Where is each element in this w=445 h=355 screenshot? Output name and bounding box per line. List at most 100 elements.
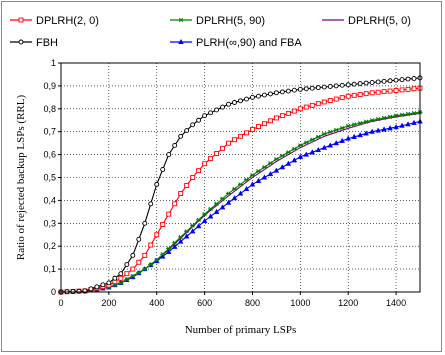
series-marker — [214, 107, 220, 113]
legend-item-plrh-90-and-fba: PLRH(∞,90) and FBA — [170, 37, 302, 49]
series-marker — [261, 121, 267, 127]
series-marker — [339, 82, 345, 88]
series-marker — [309, 149, 316, 155]
series-marker — [232, 137, 237, 143]
series-marker — [214, 201, 220, 206]
y-tick-label: 0,7 — [43, 127, 56, 137]
data-point — [250, 126, 255, 132]
series-marker — [387, 88, 393, 94]
series-marker — [309, 85, 315, 91]
series-marker — [255, 177, 262, 183]
series-marker — [333, 96, 339, 102]
series-marker — [375, 89, 381, 95]
data-point — [226, 140, 231, 146]
series-marker — [256, 93, 261, 99]
series-marker — [100, 282, 106, 288]
series-marker — [381, 126, 387, 132]
series-marker — [309, 137, 315, 142]
data-point — [118, 280, 124, 285]
legend-swatch-marker — [18, 39, 24, 45]
series-marker — [207, 213, 214, 219]
series-marker — [279, 113, 285, 119]
x-tick-label: 0 — [58, 298, 63, 308]
series-marker — [267, 170, 274, 177]
data-point — [250, 94, 255, 100]
series-marker — [220, 104, 226, 110]
series-marker — [136, 259, 142, 265]
x-tick-label: 200 — [101, 298, 116, 308]
data-point — [393, 88, 399, 93]
series-marker — [94, 284, 100, 290]
series-marker — [184, 229, 190, 234]
data-point — [118, 271, 124, 277]
data-point — [369, 128, 375, 134]
data-point — [178, 133, 184, 139]
series-marker — [291, 87, 297, 93]
data-point — [130, 252, 136, 258]
series-marker — [315, 146, 322, 153]
series-marker — [405, 121, 411, 127]
data-point — [273, 167, 280, 173]
series-marker — [315, 134, 321, 140]
data-point — [369, 118, 375, 123]
data-point — [249, 181, 256, 187]
y-tick-label: 0,2 — [43, 241, 56, 251]
data-point — [345, 135, 352, 141]
series-marker — [381, 89, 387, 95]
data-point — [202, 211, 208, 217]
data-point — [130, 273, 136, 279]
series-marker — [231, 194, 238, 201]
series-marker — [136, 270, 142, 275]
data-point — [165, 248, 172, 254]
series-marker — [327, 84, 333, 89]
y-tick-label: 0,4 — [43, 195, 56, 205]
data-point — [226, 191, 232, 196]
series-marker — [184, 183, 190, 188]
data-point — [166, 152, 172, 158]
series-marker — [411, 119, 417, 125]
data-point — [321, 131, 327, 137]
data-point — [177, 238, 184, 244]
data-point — [273, 90, 279, 96]
series-marker — [160, 167, 166, 172]
series-marker — [357, 132, 363, 138]
series-marker — [196, 168, 202, 174]
rrl-line-chart: DPLRH(2, 0) DPLRH(5, 90) DPLRH(5, 0) FBH PLR… — [10, 15, 423, 336]
legend-item-fbh: FBH — [10, 37, 58, 49]
series-marker — [327, 129, 333, 135]
series-marker — [267, 161, 273, 166]
series-marker — [363, 80, 369, 86]
x-tick-label: 600 — [197, 298, 212, 308]
series-marker — [279, 164, 286, 170]
legend-item-dplrh-5-0: DPLRH(5, 0) — [322, 15, 411, 27]
series-marker — [88, 286, 94, 292]
series-marker — [183, 233, 190, 239]
series-marker — [399, 77, 405, 83]
x-tick-label: 400 — [149, 298, 164, 308]
series-marker — [405, 86, 411, 92]
series-marker — [285, 160, 292, 166]
series-marker — [405, 76, 411, 82]
series-marker — [261, 165, 267, 170]
series-marker — [399, 122, 405, 128]
series-marker — [333, 127, 339, 133]
series-marker — [411, 110, 417, 116]
series-marker — [172, 240, 178, 245]
series-marker — [357, 120, 363, 126]
series-marker — [405, 111, 411, 117]
series-marker — [238, 182, 243, 187]
data-point — [297, 106, 303, 112]
legend-label: DPLRH(5, 90) — [196, 15, 265, 27]
y-tick-label: 0,1 — [43, 264, 56, 274]
legend-label: FBH — [36, 37, 58, 49]
series-marker — [232, 100, 237, 105]
data-point — [297, 153, 304, 159]
data-point — [190, 175, 196, 180]
legend-item-dplrh-2-0: DPLRH(2, 0) — [10, 15, 99, 27]
series-marker — [387, 125, 393, 131]
series-marker — [357, 92, 363, 97]
series-marker — [255, 124, 261, 129]
data-point — [273, 115, 279, 121]
series-marker — [208, 156, 214, 162]
series-marker — [279, 153, 285, 158]
